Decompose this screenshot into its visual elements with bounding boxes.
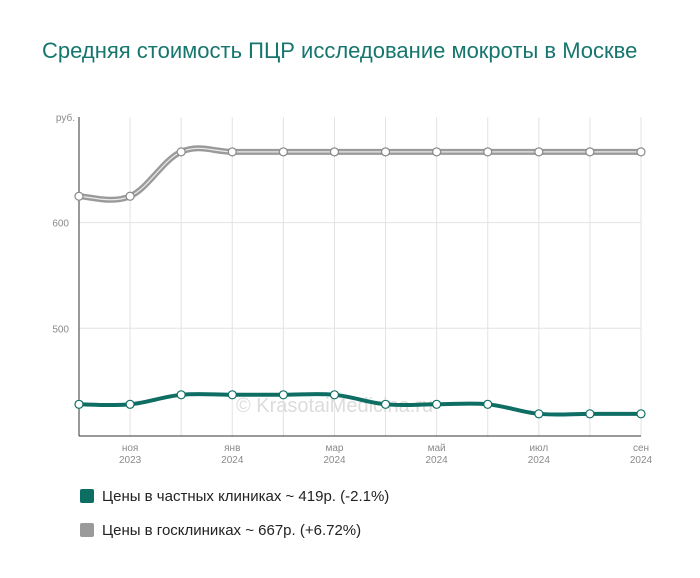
x-tick-month: май <box>428 443 446 454</box>
data-point <box>432 147 442 157</box>
data-point <box>534 409 544 419</box>
data-point <box>432 399 442 409</box>
x-tick-month: мар <box>325 443 343 454</box>
x-tick-month: ноя <box>122 443 139 454</box>
legend-swatch-public <box>80 523 94 537</box>
data-point <box>74 191 84 201</box>
x-tick-year: 2023 <box>119 455 142 466</box>
legend-item-private[interactable]: Цены в частных клиниках ~ 419р. (-2.1%) <box>80 485 389 507</box>
data-point <box>278 147 288 157</box>
chart-title: Средняя стоимость ПЦР исследование мокро… <box>42 38 638 63</box>
data-point <box>585 409 595 419</box>
legend-swatch-private <box>80 489 94 503</box>
data-point <box>125 191 135 201</box>
data-point <box>125 399 135 409</box>
legend-label-private: Цены в частных клиниках ~ 419р. (-2.1%) <box>102 487 390 505</box>
series-line-public-highlight <box>78 147 641 201</box>
data-point <box>329 390 340 400</box>
series-line-public <box>76 145 644 203</box>
legend-label-public: Цены в госклиниках ~ 667р. (+6.72%) <box>102 521 362 539</box>
axes <box>78 117 641 437</box>
data-point <box>227 390 237 400</box>
x-tick-year: 2024 <box>630 455 653 466</box>
data-point <box>636 147 646 157</box>
data-point <box>585 147 595 157</box>
data-point <box>329 147 340 157</box>
chart-svg: © KrasotaiMedicina.ru 500600руб.ноя2023я… <box>52 112 652 466</box>
y-unit-label: руб. <box>56 112 75 124</box>
y-tick-label: 600 <box>52 219 69 230</box>
data-point <box>278 390 288 400</box>
data-point <box>483 147 493 157</box>
data-point <box>176 390 186 400</box>
legend-item-public[interactable]: Цены в госклиниках ~ 667р. (+6.72%) <box>80 519 389 541</box>
series-group <box>74 145 646 419</box>
data-point <box>483 399 493 409</box>
data-point <box>227 147 237 157</box>
data-point <box>636 409 646 419</box>
tick-labels: 500600руб.ноя2023янв2024мар2024май2024ию… <box>52 112 652 466</box>
data-point <box>176 147 186 157</box>
x-tick-year: 2024 <box>221 455 244 466</box>
x-tick-year: 2024 <box>426 455 449 466</box>
x-tick-month: июл <box>529 443 548 454</box>
y-tick-label: 500 <box>52 324 69 335</box>
data-point <box>380 147 391 157</box>
x-tick-year: 2024 <box>528 455 551 466</box>
x-tick-year: 2024 <box>323 455 346 466</box>
grid <box>79 117 642 436</box>
x-tick-month: сен <box>633 443 649 454</box>
data-point <box>380 399 391 409</box>
x-tick-month: янв <box>224 443 240 454</box>
legend: Цены в частных клиниках ~ 419р. (-2.1%) … <box>80 485 389 553</box>
data-point <box>74 399 84 409</box>
data-point <box>534 147 544 157</box>
